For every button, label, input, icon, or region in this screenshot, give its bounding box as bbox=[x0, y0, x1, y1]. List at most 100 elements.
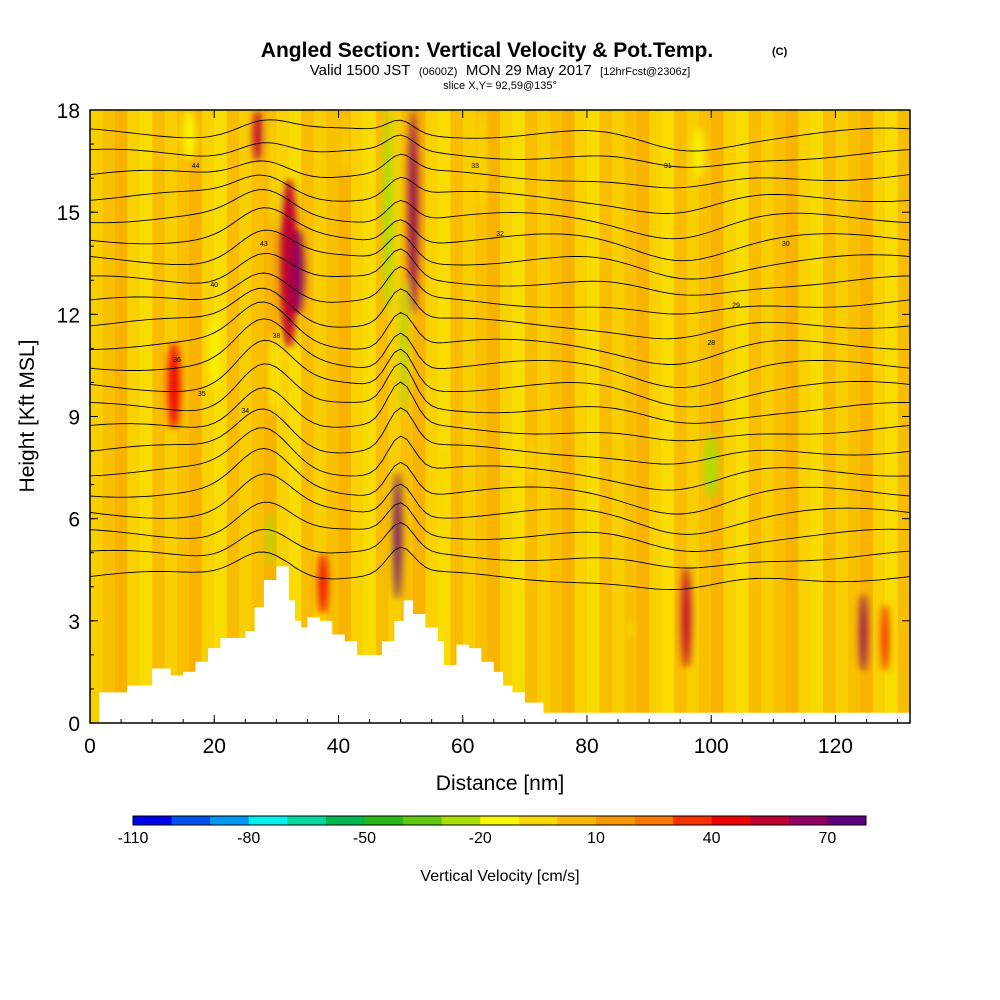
isentrope-label: 29 bbox=[732, 303, 740, 310]
x-tick-label: 40 bbox=[327, 735, 350, 758]
velocity-feature bbox=[279, 178, 299, 349]
isentrope-line bbox=[90, 174, 910, 214]
colorbar-swatch bbox=[364, 816, 404, 825]
colorbar-tick-label: 10 bbox=[587, 830, 605, 847]
y-tick-label: 9 bbox=[68, 407, 80, 430]
velocity-feature bbox=[681, 566, 692, 669]
velocity-band bbox=[263, 110, 277, 723]
velocity-band bbox=[736, 110, 749, 723]
colorbar-swatch bbox=[750, 816, 790, 825]
velocity-features bbox=[167, 110, 889, 672]
velocity-band bbox=[698, 110, 712, 723]
colorbar-labels: -110 -80 -50 -20 10 40 70 bbox=[118, 830, 837, 847]
isentrope-line bbox=[90, 189, 910, 240]
y-tick-label: 15 bbox=[57, 202, 80, 225]
colorbar-swatch bbox=[210, 816, 250, 825]
velocity-feature bbox=[316, 433, 323, 519]
velocity-band bbox=[201, 110, 215, 723]
isentrope-line bbox=[90, 207, 910, 262]
colorbar-swatch bbox=[403, 816, 442, 825]
x-axis-title: Distance [nm] bbox=[436, 772, 564, 795]
isentrope-label: 30 bbox=[782, 241, 790, 248]
colorbar-tick-label: -50 bbox=[353, 830, 376, 847]
velocity-feature bbox=[269, 331, 277, 417]
isentrope-label: 32 bbox=[496, 231, 504, 238]
isentrope-label: 28 bbox=[707, 340, 715, 347]
isentrope-line bbox=[90, 153, 910, 189]
velocity-feature bbox=[882, 603, 889, 672]
velocity-band bbox=[835, 110, 849, 723]
colorbar-swatch bbox=[518, 816, 558, 825]
velocity-band bbox=[363, 110, 377, 723]
velocity-band bbox=[847, 110, 861, 723]
velocity-feature bbox=[400, 280, 407, 417]
y-tick-label: 18 bbox=[57, 100, 80, 123]
velocity-feature bbox=[267, 511, 274, 567]
velocity-band bbox=[823, 110, 836, 723]
isentrope-line bbox=[90, 447, 910, 515]
velocity-feature bbox=[434, 450, 448, 536]
velocity-feature bbox=[393, 470, 402, 601]
velocity-band bbox=[599, 110, 613, 723]
velocity-feature bbox=[527, 433, 535, 485]
colorbar-tick-label: -20 bbox=[469, 830, 492, 847]
isentrope-line bbox=[90, 522, 910, 569]
velocity-band bbox=[649, 110, 663, 723]
velocity-band bbox=[176, 110, 190, 723]
velocity-band bbox=[611, 110, 625, 723]
x-axis: 0 20 40 60 80 100 120 bbox=[84, 110, 899, 758]
isentrope-line bbox=[90, 301, 910, 365]
isentrope-line bbox=[90, 119, 910, 152]
colorbar-swatch bbox=[595, 816, 635, 825]
y-tick-label: 3 bbox=[68, 611, 80, 634]
colorbar-tick-label: 70 bbox=[819, 830, 837, 847]
velocity-feature bbox=[383, 110, 393, 315]
y-tick-label: 6 bbox=[68, 509, 80, 532]
colorbar-frame bbox=[132, 815, 867, 826]
colorbar-swatch bbox=[827, 816, 867, 825]
colorbar-swatch bbox=[171, 816, 211, 825]
isentrope-line bbox=[90, 427, 910, 491]
isentrope-line bbox=[90, 546, 910, 591]
colorbar-swatch bbox=[788, 816, 828, 825]
isentrope-line bbox=[90, 381, 910, 442]
velocity-band bbox=[773, 110, 787, 723]
isentrope-label: 35 bbox=[198, 391, 206, 398]
velocity-band bbox=[711, 110, 725, 723]
isentrope-line bbox=[90, 287, 910, 340]
colorbar bbox=[132, 815, 867, 826]
velocity-feature bbox=[627, 620, 634, 638]
velocity-band bbox=[326, 110, 339, 723]
velocity-feature bbox=[291, 229, 305, 315]
velocity-band bbox=[549, 110, 563, 723]
colorbar-title: Vertical Velocity [cm/s] bbox=[420, 868, 579, 885]
plot-area: 44 43 40 38 36 35 34 33 32 31 30 29 28 bbox=[90, 110, 910, 723]
colorbar-swatch bbox=[711, 816, 751, 825]
velocity-feature bbox=[183, 110, 196, 162]
x-tick-label: 0 bbox=[84, 735, 96, 758]
y-axis-title: Height [Kft MSL] bbox=[16, 340, 39, 493]
x-tick-label: 60 bbox=[451, 735, 474, 758]
velocity-band bbox=[810, 110, 824, 723]
isentrope-line bbox=[90, 248, 910, 296]
isentrope-label: 34 bbox=[241, 408, 249, 415]
isentrope-label: 36 bbox=[173, 357, 181, 364]
isentrope-label: 33 bbox=[471, 163, 479, 170]
velocity-feature bbox=[209, 314, 219, 390]
velocity-band bbox=[226, 110, 240, 723]
velocity-band bbox=[872, 110, 886, 723]
velocity-band bbox=[487, 110, 501, 723]
velocity-band bbox=[462, 110, 476, 723]
isentrope-line bbox=[90, 266, 910, 315]
velocity-band bbox=[537, 110, 551, 723]
velocity-band bbox=[450, 110, 464, 723]
isentrope-label: 38 bbox=[272, 333, 280, 340]
velocity-band bbox=[624, 110, 638, 723]
x-tick-label: 120 bbox=[818, 735, 853, 758]
colorbar-swatch bbox=[634, 816, 674, 825]
velocity-feature bbox=[318, 552, 328, 615]
velocity-band bbox=[562, 110, 576, 723]
velocity-band bbox=[723, 110, 737, 723]
chart-subtitle: Valid 1500 JST (0600Z) MON 29 May 2017 [… bbox=[310, 62, 690, 79]
